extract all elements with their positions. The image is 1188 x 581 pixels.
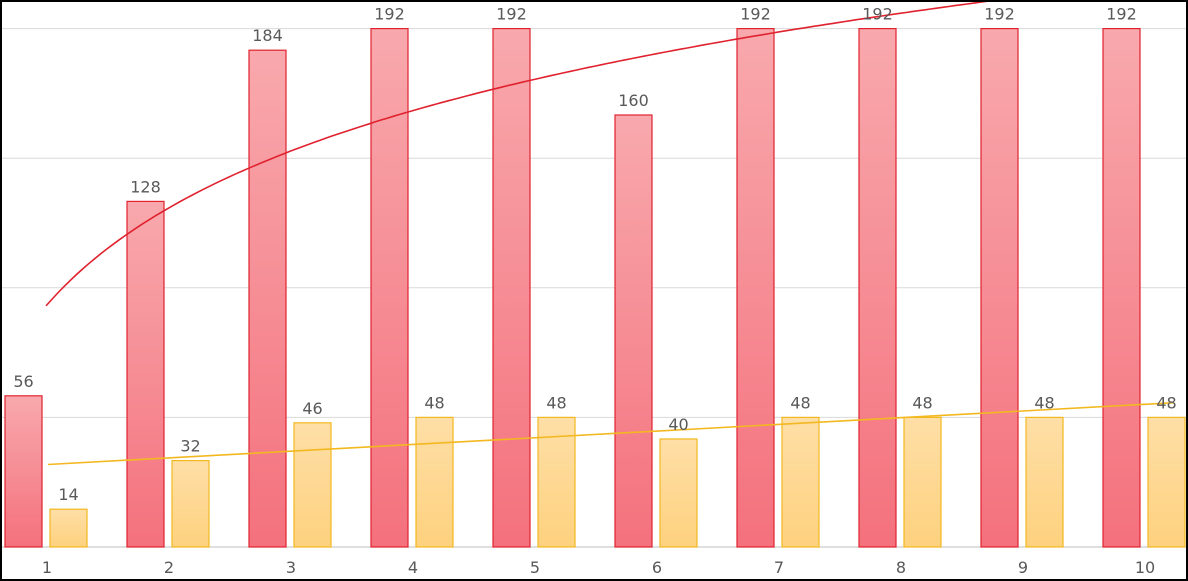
bar-series2-cat9 <box>1025 416 1064 548</box>
bar-series2-cat10 <box>1147 416 1186 548</box>
bar-series2-cat6 <box>659 438 698 548</box>
x-tick-label: 5 <box>530 558 540 577</box>
data-label: 40 <box>668 415 688 434</box>
x-tick-label: 2 <box>164 558 174 577</box>
data-label: 48 <box>1034 393 1054 412</box>
trendline-series2 <box>47 401 1175 466</box>
x-tick-label: 6 <box>652 558 662 577</box>
data-label: 192 <box>740 5 771 24</box>
bar-series2-cat8 <box>903 416 942 548</box>
x-tick-label: 7 <box>774 558 784 577</box>
x-axis-tick-labels: 1 2 3 4 5 6 7 8 9 10 <box>42 558 1155 577</box>
data-label: 192 <box>1106 5 1137 24</box>
x-tick-label: 3 <box>286 558 296 577</box>
data-label: 128 <box>130 177 161 196</box>
data-label: 46 <box>302 399 322 418</box>
data-label: 184 <box>252 26 283 45</box>
bar-series1-cat9 <box>980 28 1019 548</box>
bar-series2-cat5 <box>537 416 576 548</box>
trendlines <box>45 2 1175 466</box>
bar-series1-cat7 <box>736 28 775 548</box>
bar-series1-cat10 <box>1102 28 1141 548</box>
trendline-series1 <box>45 2 988 307</box>
data-label: 160 <box>618 91 649 110</box>
bar-series1-cat1 <box>4 395 43 548</box>
x-tick-label: 1 <box>42 558 52 577</box>
bars <box>4 28 1186 548</box>
bar-series1-cat2 <box>126 200 165 548</box>
bar-series1-cat3 <box>248 49 287 548</box>
data-label: 48 <box>912 393 932 412</box>
bar-series2-cat4 <box>415 416 454 548</box>
bar-series1-cat5 <box>492 28 531 548</box>
x-tick-label: 4 <box>408 558 418 577</box>
data-label: 48 <box>790 393 810 412</box>
data-label: 14 <box>58 485 78 504</box>
bar-series1-cat8 <box>858 28 897 548</box>
data-label: 32 <box>180 437 200 456</box>
data-label: 192 <box>984 5 1015 24</box>
data-label: 56 <box>13 372 33 391</box>
data-label: 192 <box>496 5 527 24</box>
bar-series2-cat7 <box>781 416 820 548</box>
data-label: 48 <box>1156 393 1176 412</box>
data-labels: 56 128 184 192 192 160 192 192 192 192 14 32 46 48 48 4… <box>13 5 1176 505</box>
data-label: 48 <box>546 393 566 412</box>
bar-series2-cat3 <box>293 422 332 548</box>
data-label: 48 <box>424 393 444 412</box>
x-tick-label: 9 <box>1018 558 1028 577</box>
x-tick-label: 10 <box>1135 558 1155 577</box>
bar-series1-cat6 <box>614 114 653 548</box>
bar-series2-cat1 <box>49 508 88 548</box>
data-label: 192 <box>862 5 893 24</box>
x-tick-label: 8 <box>896 558 906 577</box>
bar-series1-cat4 <box>370 28 409 548</box>
data-label: 192 <box>374 5 405 24</box>
bar-series2-cat2 <box>171 460 210 548</box>
